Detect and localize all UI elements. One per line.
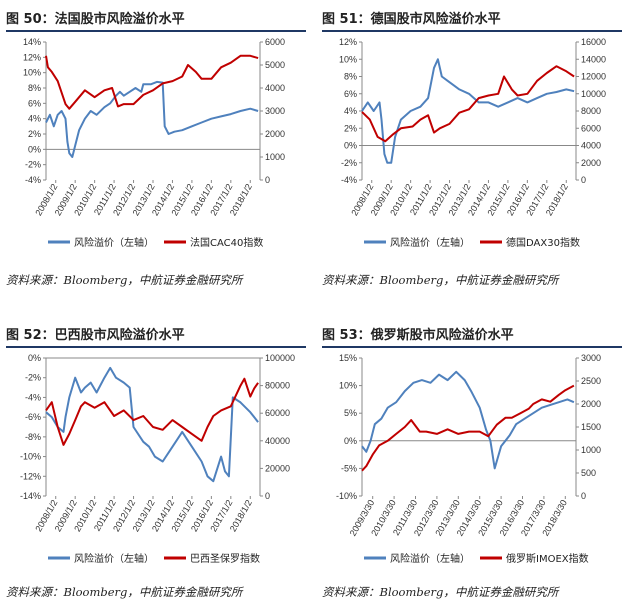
chart-svg: -4% -2% 0% 2% 4% 6% 8% 10% 12% 0 2000 4000 6000 8000 1… — [339, 37, 606, 249]
y-right-tick-label: 0 — [265, 491, 270, 501]
y-left-tick-label: -2% — [341, 158, 357, 168]
y-left-tick-label: 14% — [23, 37, 41, 47]
y-right-tick-label: 14000 — [581, 54, 606, 64]
y-left-tick-label: 8% — [344, 72, 357, 82]
title-rule — [322, 346, 622, 348]
legend-label-risk-premium: 风险溢价（左轴） — [74, 552, 154, 565]
y-left-tick-label: 2% — [344, 123, 357, 133]
y-right-tick-label: 3000 — [581, 353, 601, 363]
y-right-tick-label: 6000 — [265, 37, 285, 47]
chart-title: 图 52：巴西股市风险溢价水平 — [6, 328, 185, 343]
source-note: 资料来源：Bloomberg，中航证券金融研究所 — [322, 585, 559, 599]
y-right-tick-label: 0 — [581, 491, 586, 501]
y-right-tick-label: 2500 — [581, 376, 601, 386]
legend-label-index: 巴西圣保罗指数 — [190, 552, 260, 565]
y-right-tick-label: 0 — [265, 175, 270, 185]
chart-svg: -4% -2% 0% 2% 4% 6% 8% 10% 12% 14% 0 1000 2000 3000 40… — [23, 37, 285, 249]
y-right-tick-label: 4000 — [265, 83, 285, 93]
y-right-tick-label: 0 — [581, 175, 586, 185]
y-right-tick-label: 2000 — [265, 129, 285, 139]
y-left-tick-label: -2% — [25, 160, 41, 170]
y-left-tick-label: 5% — [344, 408, 357, 418]
y-right-tick-label: 500 — [581, 468, 596, 478]
legend-label-risk-premium: 风险溢价（左轴） — [390, 236, 470, 249]
y-left-tick-label: -8% — [25, 432, 41, 442]
title-rule — [322, 30, 622, 32]
y-left-tick-label: -4% — [25, 392, 41, 402]
y-left-tick-label: -5% — [341, 463, 357, 473]
y-left-tick-label: 8% — [28, 83, 41, 93]
y-left-tick-label: -2% — [25, 373, 41, 383]
title-rule — [6, 346, 306, 348]
series-line-risk-premium — [361, 58, 575, 164]
legend-label-index: 俄罗斯IMOEX指数 — [506, 552, 589, 565]
y-left-tick-label: -4% — [25, 175, 41, 185]
source-note: 资料来源：Bloomberg，中航证券金融研究所 — [6, 585, 243, 599]
y-right-tick-label: 2000 — [581, 399, 601, 409]
y-left-tick-label: 4% — [344, 106, 357, 116]
y-left-tick-label: 0% — [344, 436, 357, 446]
y-left-tick-label: -6% — [25, 412, 41, 422]
y-right-tick-label: 12000 — [581, 72, 606, 82]
chart-svg: -14% -12% -10% -8% -6% -4% -2% 0% 0 20000 40000 600… — [20, 353, 295, 565]
series-line-index — [45, 377, 259, 446]
y-right-tick-label: 1000 — [265, 152, 285, 162]
y-left-tick-label: -14% — [20, 491, 41, 501]
legend-label-risk-premium: 风险溢价（左轴） — [390, 552, 470, 565]
y-left-tick-label: 10% — [339, 381, 357, 391]
y-right-tick-label: 20000 — [265, 463, 290, 473]
y-right-tick-label: 6000 — [581, 123, 601, 133]
source-note: 资料来源：Bloomberg，中航证券金融研究所 — [322, 273, 559, 287]
y-right-tick-label: 10000 — [581, 89, 606, 99]
source-note: 资料来源：Bloomberg，中航证券金融研究所 — [6, 273, 243, 287]
chart-svg: -10% -5% 0% 5% 10% 15% 0 500 1000 1500 2000 2500 300… — [336, 353, 601, 565]
y-right-tick-label: 1500 — [581, 422, 601, 432]
y-left-tick-label: 0% — [344, 141, 357, 151]
legend-label-index: 法国CAC40指数 — [190, 236, 263, 249]
y-left-tick-label: 10% — [23, 68, 41, 78]
y-right-tick-label: 1000 — [581, 445, 601, 455]
y-left-tick-label: 10% — [339, 54, 357, 64]
y-right-tick-label: 60000 — [265, 408, 290, 418]
series-line-index — [361, 65, 575, 143]
series-line-index — [361, 384, 575, 472]
y-right-tick-label: 100000 — [265, 353, 295, 363]
legend-label-risk-premium: 风险溢价（左轴） — [74, 236, 154, 249]
series-line-index — [45, 54, 259, 110]
title-rule — [6, 30, 306, 32]
y-left-tick-label: 4% — [28, 114, 41, 124]
y-left-tick-label: 0% — [28, 144, 41, 154]
series-line-risk-premium — [45, 366, 259, 483]
y-right-tick-label: 4000 — [581, 141, 601, 151]
y-left-tick-label: 2% — [28, 129, 41, 139]
y-right-tick-label: 2000 — [581, 158, 601, 168]
y-left-tick-label: -12% — [20, 471, 41, 481]
y-left-tick-label: 12% — [23, 52, 41, 62]
y-right-tick-label: 8000 — [581, 106, 601, 116]
y-left-tick-label: 12% — [339, 37, 357, 47]
y-left-tick-label: -4% — [341, 175, 357, 185]
chart-title: 图 51：德国股市风险溢价水平 — [322, 12, 501, 27]
y-left-tick-label: -10% — [20, 452, 41, 462]
legend-label-index: 德国DAX30指数 — [506, 236, 580, 249]
y-left-tick-label: 6% — [344, 89, 357, 99]
chart-title: 图 50：法国股市风险溢价水平 — [6, 12, 185, 27]
y-right-tick-label: 80000 — [265, 381, 290, 391]
y-right-tick-label: 3000 — [265, 106, 285, 116]
y-right-tick-label: 5000 — [265, 60, 285, 70]
series-line-risk-premium — [45, 80, 259, 158]
chart-title: 图 53：俄罗斯股市风险溢价水平 — [322, 328, 514, 343]
series-line-risk-premium — [361, 370, 575, 470]
y-right-tick-label: 40000 — [265, 436, 290, 446]
y-left-tick-label: -10% — [336, 491, 357, 501]
y-right-tick-label: 16000 — [581, 37, 606, 47]
y-left-tick-label: 15% — [339, 353, 357, 363]
y-left-tick-label: 0% — [28, 353, 41, 363]
y-left-tick-label: 6% — [28, 98, 41, 108]
